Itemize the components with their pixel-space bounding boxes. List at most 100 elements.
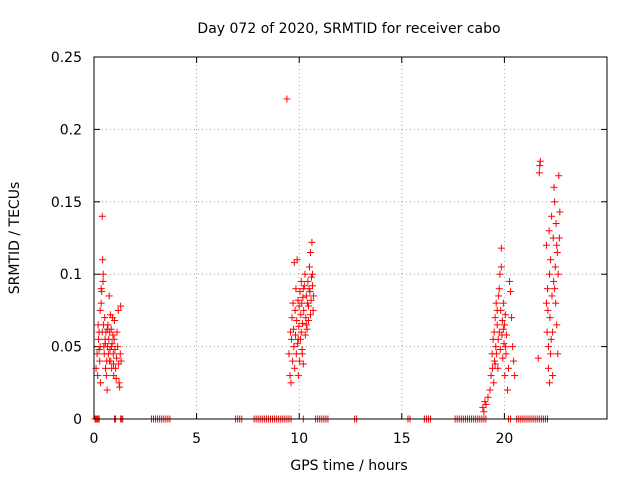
data-point bbox=[112, 374, 120, 382]
data-point bbox=[555, 172, 563, 180]
data-point bbox=[291, 364, 299, 372]
data-point bbox=[493, 321, 501, 329]
data-point bbox=[499, 299, 507, 307]
data-point bbox=[303, 325, 311, 333]
data-point bbox=[553, 321, 561, 329]
x-tick-label: 0 bbox=[90, 431, 99, 447]
data-point bbox=[511, 372, 519, 380]
data-point bbox=[309, 282, 317, 290]
data-point bbox=[553, 241, 561, 249]
data-point bbox=[293, 256, 301, 264]
data-point bbox=[108, 340, 116, 348]
data-point bbox=[98, 288, 106, 296]
data-point bbox=[93, 350, 101, 358]
data-point bbox=[302, 292, 310, 300]
data-point bbox=[96, 357, 104, 365]
data-point bbox=[101, 340, 109, 348]
data-point bbox=[105, 357, 113, 365]
data-point bbox=[296, 357, 304, 365]
data-point bbox=[306, 248, 314, 256]
data-point bbox=[553, 248, 561, 256]
data-point bbox=[547, 350, 555, 358]
data-point bbox=[99, 277, 107, 285]
data-point bbox=[103, 386, 111, 394]
grid-lines bbox=[94, 57, 607, 419]
data-point bbox=[309, 306, 317, 314]
data-point bbox=[109, 360, 117, 368]
data-point bbox=[500, 321, 508, 329]
data-point bbox=[502, 331, 510, 339]
data-point bbox=[501, 343, 509, 351]
data-point bbox=[549, 328, 557, 336]
data-point bbox=[508, 314, 516, 322]
data-point bbox=[115, 379, 123, 387]
data-point bbox=[97, 299, 105, 307]
data-point bbox=[308, 273, 316, 281]
chart-title: Day 072 of 2020, SRMTID for receiver cab… bbox=[197, 21, 500, 37]
data-point bbox=[505, 364, 513, 372]
data-point bbox=[499, 325, 507, 333]
data-point bbox=[494, 364, 502, 372]
axis-tick-labels: 0 5 10 15 20 0 0.05 0.1 0.15 0.2 0.25 bbox=[51, 50, 513, 447]
data-point bbox=[480, 408, 488, 416]
data-point bbox=[495, 292, 503, 300]
data-point bbox=[113, 328, 121, 336]
y-tick-label: 0 bbox=[73, 412, 82, 428]
y-axis-label: SRMTID / TECUs bbox=[7, 182, 23, 295]
data-point bbox=[97, 379, 105, 387]
data-point bbox=[104, 321, 112, 329]
data-point bbox=[493, 350, 501, 358]
data-point bbox=[112, 364, 120, 372]
data-point bbox=[292, 331, 300, 339]
data-point bbox=[95, 335, 103, 343]
data-point bbox=[116, 383, 124, 391]
data-point bbox=[548, 212, 556, 220]
x-tick-label: 5 bbox=[192, 431, 201, 447]
data-point bbox=[296, 288, 304, 296]
data-point bbox=[302, 321, 310, 329]
data-point bbox=[551, 285, 559, 293]
data-point bbox=[551, 263, 559, 271]
data-point bbox=[545, 227, 553, 235]
data-point bbox=[304, 302, 312, 310]
data-point bbox=[549, 234, 557, 242]
data-point bbox=[545, 343, 553, 351]
data-point bbox=[102, 372, 110, 380]
data-point bbox=[306, 288, 314, 296]
data-points bbox=[91, 95, 564, 423]
data-point bbox=[113, 354, 121, 362]
data-point bbox=[299, 285, 307, 293]
data-point bbox=[306, 311, 314, 319]
data-point bbox=[298, 319, 306, 327]
data-point bbox=[543, 285, 551, 293]
data-point bbox=[501, 372, 509, 380]
data-point bbox=[300, 306, 308, 314]
data-point bbox=[554, 270, 562, 278]
data-point bbox=[101, 314, 109, 322]
data-point bbox=[544, 306, 552, 314]
data-point bbox=[487, 372, 495, 380]
data-point bbox=[94, 372, 102, 380]
data-point bbox=[294, 296, 302, 304]
data-point bbox=[555, 234, 563, 242]
data-point bbox=[547, 335, 555, 343]
y-tick-label: 0.05 bbox=[51, 340, 82, 356]
data-point bbox=[535, 169, 543, 177]
data-point bbox=[552, 220, 560, 228]
data-point bbox=[295, 322, 303, 330]
data-point bbox=[294, 335, 302, 343]
data-point bbox=[493, 306, 501, 314]
data-point bbox=[114, 306, 122, 314]
data-point bbox=[98, 212, 106, 220]
data-point bbox=[496, 270, 504, 278]
data-point bbox=[482, 401, 490, 409]
data-point bbox=[299, 293, 307, 301]
data-point bbox=[304, 317, 312, 325]
data-point bbox=[297, 277, 305, 285]
data-point bbox=[305, 263, 313, 271]
data-point bbox=[285, 350, 293, 358]
data-point bbox=[297, 311, 305, 319]
data-point bbox=[96, 306, 104, 314]
data-point bbox=[492, 343, 500, 351]
